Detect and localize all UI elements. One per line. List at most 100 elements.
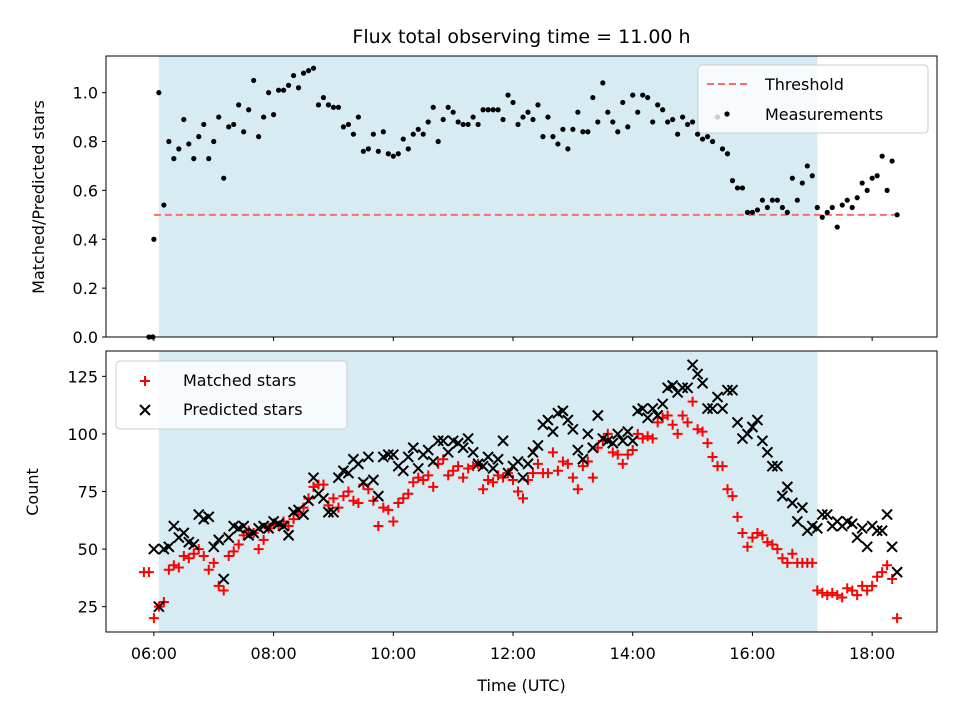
predicted-star-point [457,442,469,454]
predicted-star-point [322,506,335,518]
matched-star-point [283,521,294,532]
predicted-star-point [766,460,779,472]
measurement-point [470,114,476,120]
measurement-point [510,99,516,106]
predicted-star-point [407,442,419,454]
predicted-star-point [617,435,629,447]
matched-star-point [782,557,793,568]
predicted-star-point [846,518,858,530]
measurement-point [300,70,307,76]
predicted-star-point [213,534,225,546]
predicted-star-point [327,506,340,518]
predicted-star-point [487,462,499,475]
measurement-point [290,72,297,79]
measurement-point [590,94,596,101]
predicted-star-point [607,437,619,449]
ratio-panel: 0.0 0.2 0.4 0.6 0.8 1.0 Matched/Predicted sta… [29,55,938,347]
measurement-point [340,124,347,130]
measurement-point [430,104,436,110]
predicted-star-point [691,368,704,380]
ratio-data-layer [146,65,900,340]
measurement-point [261,114,267,120]
matched-star-point [717,461,728,472]
matched-star-point [707,451,718,462]
measurement-point [555,141,561,147]
measurement-point [166,138,172,145]
y-tick-label: 1.0 [73,84,98,103]
measurement-point [859,180,865,186]
predicted-star-point [402,451,414,463]
predicted-star-point [627,435,639,447]
matched-star-point [173,562,184,573]
measurement-point [829,204,835,211]
x-tick-label: 18:00 [849,644,895,663]
predicted-star-point [372,490,385,502]
measurement-point [360,148,366,154]
predicted-star-point [547,425,559,438]
measurement-point [570,126,576,132]
matched-star-point [148,613,159,624]
predicted-star-point [163,541,175,553]
measurement-point [575,109,581,115]
legend-predicted-swatch [139,404,151,416]
legend-measurement-swatch [724,111,730,117]
predicted-star-point [816,508,828,521]
matched-star-point [233,539,244,550]
matched-star-point [862,585,873,596]
measurement-point [335,104,342,110]
measurement-point [355,114,361,120]
measurement-point [485,107,491,113]
measurement-point [824,209,830,215]
matched-star-point [463,463,474,474]
measurement-point [515,121,521,128]
measurement-point [774,197,780,203]
matched-star-point [413,472,424,483]
predicted-star-point [362,451,375,463]
matched-star-point [637,433,648,444]
measurement-point [620,99,626,106]
measurement-point [455,119,461,125]
predicted-star-point [726,384,739,396]
measurement-point [680,114,686,120]
measurement-point [814,204,820,211]
predicted-star-point [492,453,504,465]
matched-star-point [852,590,863,601]
predicted-star-point [646,402,659,415]
predicted-star-point [477,460,489,472]
predicted-star-point [218,573,230,585]
measurement-point [161,202,167,208]
measurement-point [216,114,222,120]
predicted-star-point [442,446,454,459]
matched-star-point [567,472,578,483]
predicted-star-point [587,442,599,454]
measurement-point [350,131,357,137]
matched-star-point [572,484,583,495]
matched-star-point [617,458,628,469]
measurement-point [605,109,611,115]
measurement-point [585,129,591,135]
matched-star-point [687,396,698,407]
measurement-point [650,119,656,125]
measurement-point [854,195,860,201]
predicted-star-point [751,414,764,426]
predicted-star-point [756,435,769,447]
y-tick-label: 125 [67,367,98,386]
measurement-point [310,65,317,71]
measurement-point [734,185,741,191]
predicted-star-point [148,543,160,555]
measurement-point [640,92,646,98]
matched-star-point [837,592,848,603]
predicted-star-point [876,524,888,537]
measurement-point [231,121,237,128]
matched-star-point [318,479,329,490]
matched-star-point [223,550,234,561]
measurement-point [704,134,711,140]
predicted-star-point [711,391,724,403]
measurement-point [729,178,736,184]
predicted-star-point [686,359,699,371]
predicted-star-point [886,541,898,553]
matched-star-point [772,544,783,555]
legend-box [697,64,929,134]
measurement-point [525,109,531,115]
predicted-star-point [791,515,804,528]
